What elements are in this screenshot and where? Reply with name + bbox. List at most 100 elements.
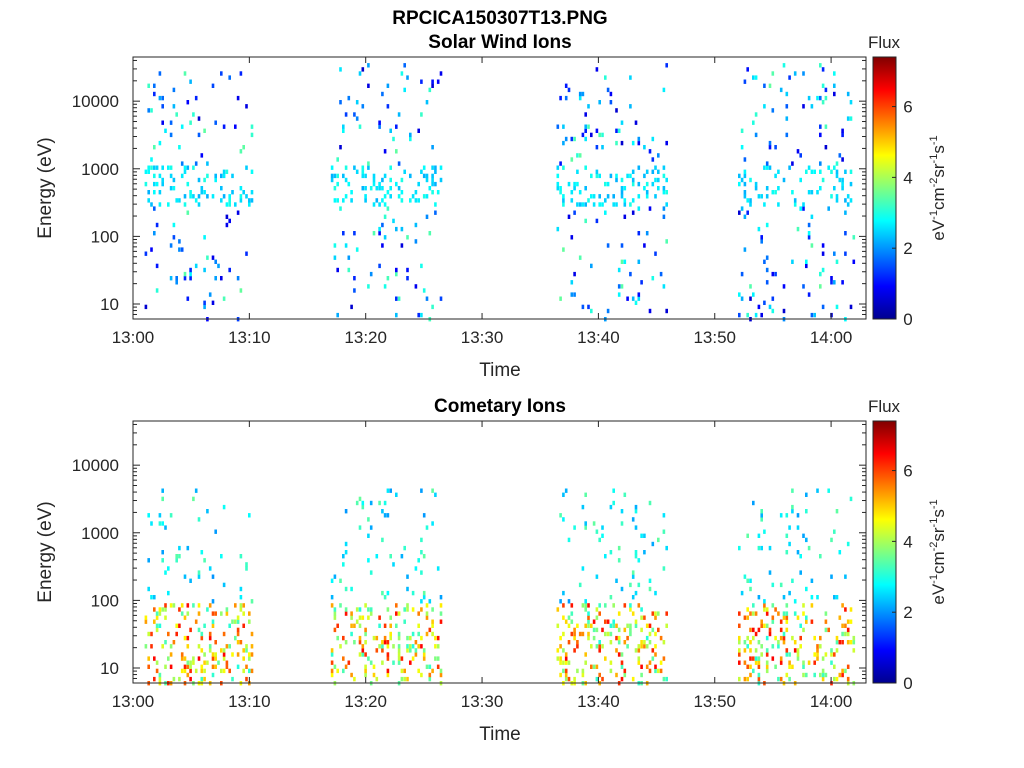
flux-cell bbox=[623, 198, 627, 203]
flux-cell bbox=[183, 574, 187, 579]
flux-cell bbox=[559, 656, 562, 661]
flux-cell bbox=[799, 153, 802, 158]
flux-cell bbox=[629, 603, 632, 608]
flux-cell bbox=[620, 586, 624, 592]
flux-cell bbox=[225, 664, 229, 669]
flux-cell bbox=[657, 177, 660, 183]
flux-cell bbox=[208, 631, 212, 637]
flux-cell bbox=[584, 112, 587, 117]
flux-cell bbox=[175, 631, 178, 637]
flux-cell bbox=[172, 186, 176, 191]
flux-cell bbox=[333, 198, 337, 203]
flux-cell bbox=[612, 194, 615, 199]
flux-cell bbox=[420, 263, 423, 269]
flux-cell bbox=[161, 165, 164, 170]
flux-cell bbox=[248, 656, 251, 661]
flux-cell bbox=[222, 656, 226, 661]
flux-cell bbox=[844, 623, 847, 628]
flux-cell bbox=[222, 652, 226, 657]
flux-cell bbox=[598, 132, 601, 138]
flux-cell bbox=[392, 644, 395, 649]
flux-cell bbox=[763, 165, 766, 170]
y-label-cometary: Energy (eV) bbox=[35, 501, 56, 602]
flux-cell bbox=[386, 652, 390, 657]
flux-cell bbox=[813, 169, 816, 174]
flux-cell bbox=[852, 235, 856, 240]
flux-cell bbox=[760, 623, 763, 628]
flux-cell bbox=[189, 664, 192, 669]
flux-cell bbox=[601, 533, 604, 538]
flux-cell bbox=[606, 631, 610, 637]
flux-cell bbox=[743, 181, 747, 187]
flux-cell bbox=[164, 640, 167, 645]
flux-cell bbox=[816, 95, 819, 101]
flux-cell bbox=[584, 128, 587, 133]
flux-cell bbox=[777, 202, 780, 207]
flux-cell bbox=[754, 75, 758, 80]
flux-cell bbox=[576, 640, 579, 645]
flux-cell bbox=[567, 676, 571, 682]
flux-cell bbox=[749, 198, 752, 203]
x-tick-label: 13:50 bbox=[693, 692, 736, 711]
flux-cell bbox=[584, 165, 587, 170]
flux-cell bbox=[147, 631, 150, 637]
flux-cell bbox=[595, 128, 599, 133]
x-axis-solar-wind: 13:00 13:10 13:20 13:30 13:40 13:50 14:00 bbox=[112, 57, 852, 347]
flux-cell bbox=[214, 259, 217, 264]
flux-cell bbox=[342, 128, 345, 133]
flux-cell bbox=[189, 267, 192, 273]
flux-cell bbox=[615, 108, 618, 113]
flux-cell bbox=[623, 640, 627, 645]
flux-cell bbox=[785, 619, 789, 624]
flux-cell bbox=[846, 541, 850, 547]
flux-cell bbox=[617, 627, 621, 633]
flux-cell bbox=[846, 676, 850, 682]
flux-cell bbox=[813, 672, 816, 678]
flux-cell bbox=[425, 615, 429, 620]
flux-cell bbox=[648, 578, 652, 583]
flux-cell bbox=[409, 648, 412, 653]
flux-cell bbox=[835, 194, 839, 199]
flux-cell bbox=[771, 296, 775, 301]
flux-cell bbox=[774, 635, 777, 641]
flux-cell bbox=[358, 124, 362, 129]
flux-cell bbox=[584, 599, 587, 604]
flux-cell bbox=[598, 611, 601, 616]
flux-cell bbox=[802, 603, 805, 608]
flux-cell bbox=[623, 186, 627, 191]
flux-cell bbox=[211, 300, 215, 305]
flux-cell bbox=[757, 304, 761, 310]
flux-cell bbox=[763, 259, 766, 264]
flux-cell bbox=[389, 128, 392, 133]
flux-cell bbox=[150, 165, 153, 170]
flux-cell bbox=[754, 312, 758, 318]
flux-cell bbox=[782, 640, 786, 645]
flux-cell bbox=[361, 165, 365, 170]
flux-cell bbox=[208, 648, 212, 653]
flux-cell bbox=[738, 652, 741, 657]
flux-cell bbox=[203, 652, 206, 657]
flux-cell bbox=[214, 120, 217, 125]
flux-cell bbox=[336, 181, 339, 187]
flux-cell bbox=[620, 186, 624, 191]
flux-cell bbox=[645, 664, 649, 669]
flux-cell bbox=[576, 202, 579, 207]
flux-cell bbox=[389, 186, 392, 191]
flux-cell bbox=[375, 198, 379, 203]
flux-cell bbox=[169, 186, 173, 191]
flux-cell bbox=[578, 582, 582, 588]
flux-cell bbox=[431, 165, 434, 170]
flux-cell bbox=[768, 545, 772, 551]
flux-cell bbox=[782, 635, 786, 641]
flux-cell bbox=[144, 169, 148, 174]
flux-cell bbox=[846, 664, 850, 669]
flux-cell bbox=[153, 145, 156, 150]
flux-cell bbox=[434, 644, 437, 649]
flux-cell bbox=[425, 177, 429, 183]
flux-cell bbox=[200, 153, 204, 158]
flux-cell bbox=[203, 177, 206, 183]
flux-cell bbox=[167, 202, 170, 207]
flux-cell bbox=[849, 496, 853, 502]
flux-cell bbox=[355, 607, 359, 612]
